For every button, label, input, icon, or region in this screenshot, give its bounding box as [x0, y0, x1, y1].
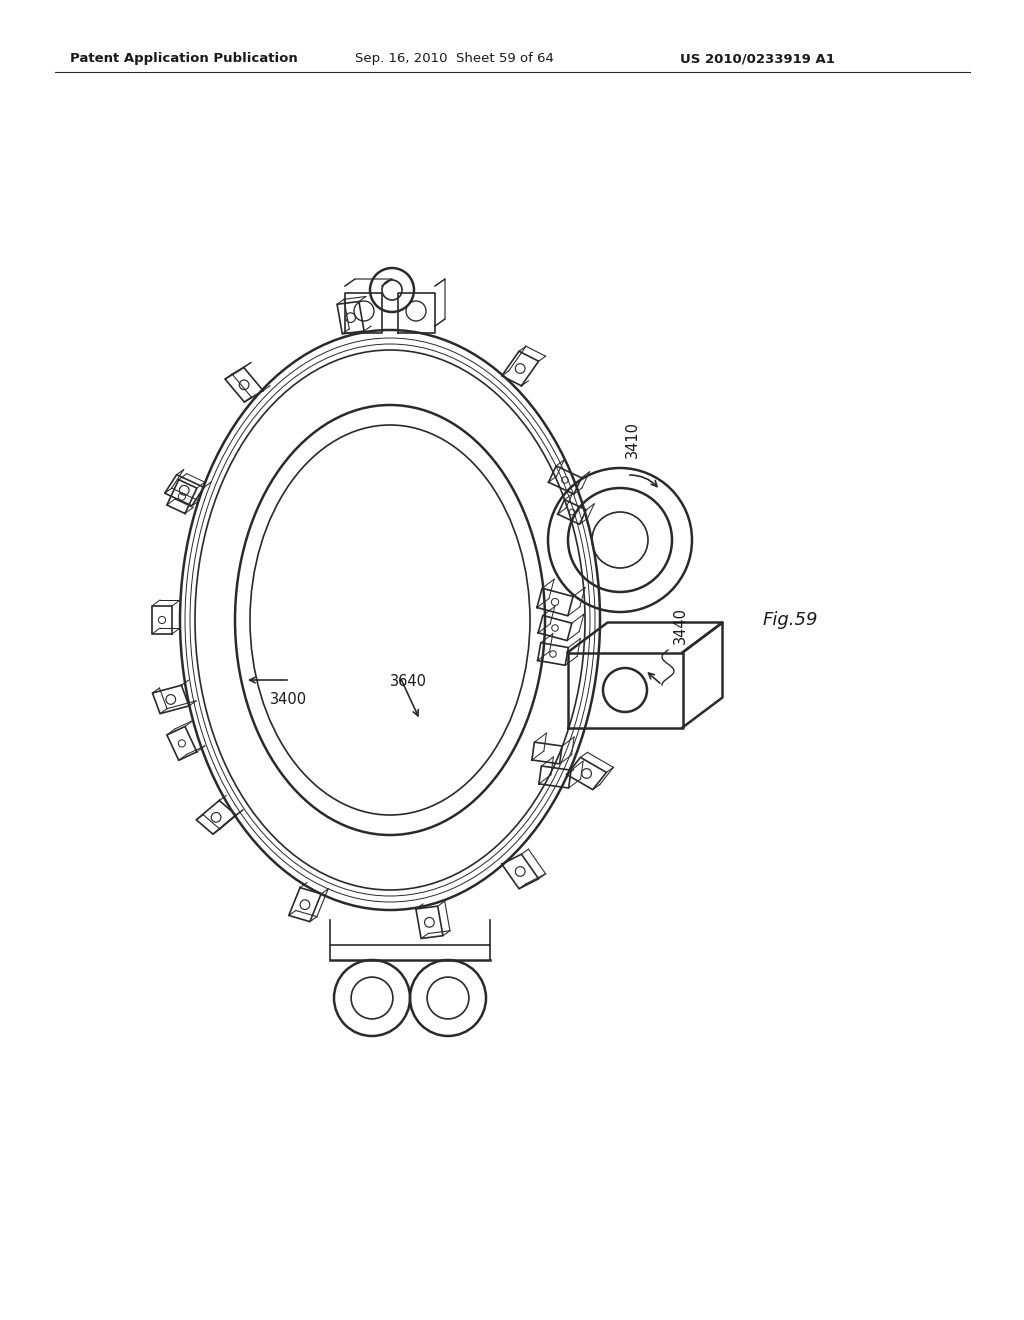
Text: Sep. 16, 2010  Sheet 59 of 64: Sep. 16, 2010 Sheet 59 of 64	[355, 51, 554, 65]
Text: 3400: 3400	[270, 693, 307, 708]
Text: Fig.59: Fig.59	[762, 611, 818, 630]
Text: Patent Application Publication: Patent Application Publication	[70, 51, 298, 65]
Text: 3410: 3410	[625, 421, 640, 458]
Text: US 2010/0233919 A1: US 2010/0233919 A1	[680, 51, 835, 65]
Text: 3640: 3640	[390, 675, 427, 689]
Text: 3440: 3440	[673, 606, 687, 644]
